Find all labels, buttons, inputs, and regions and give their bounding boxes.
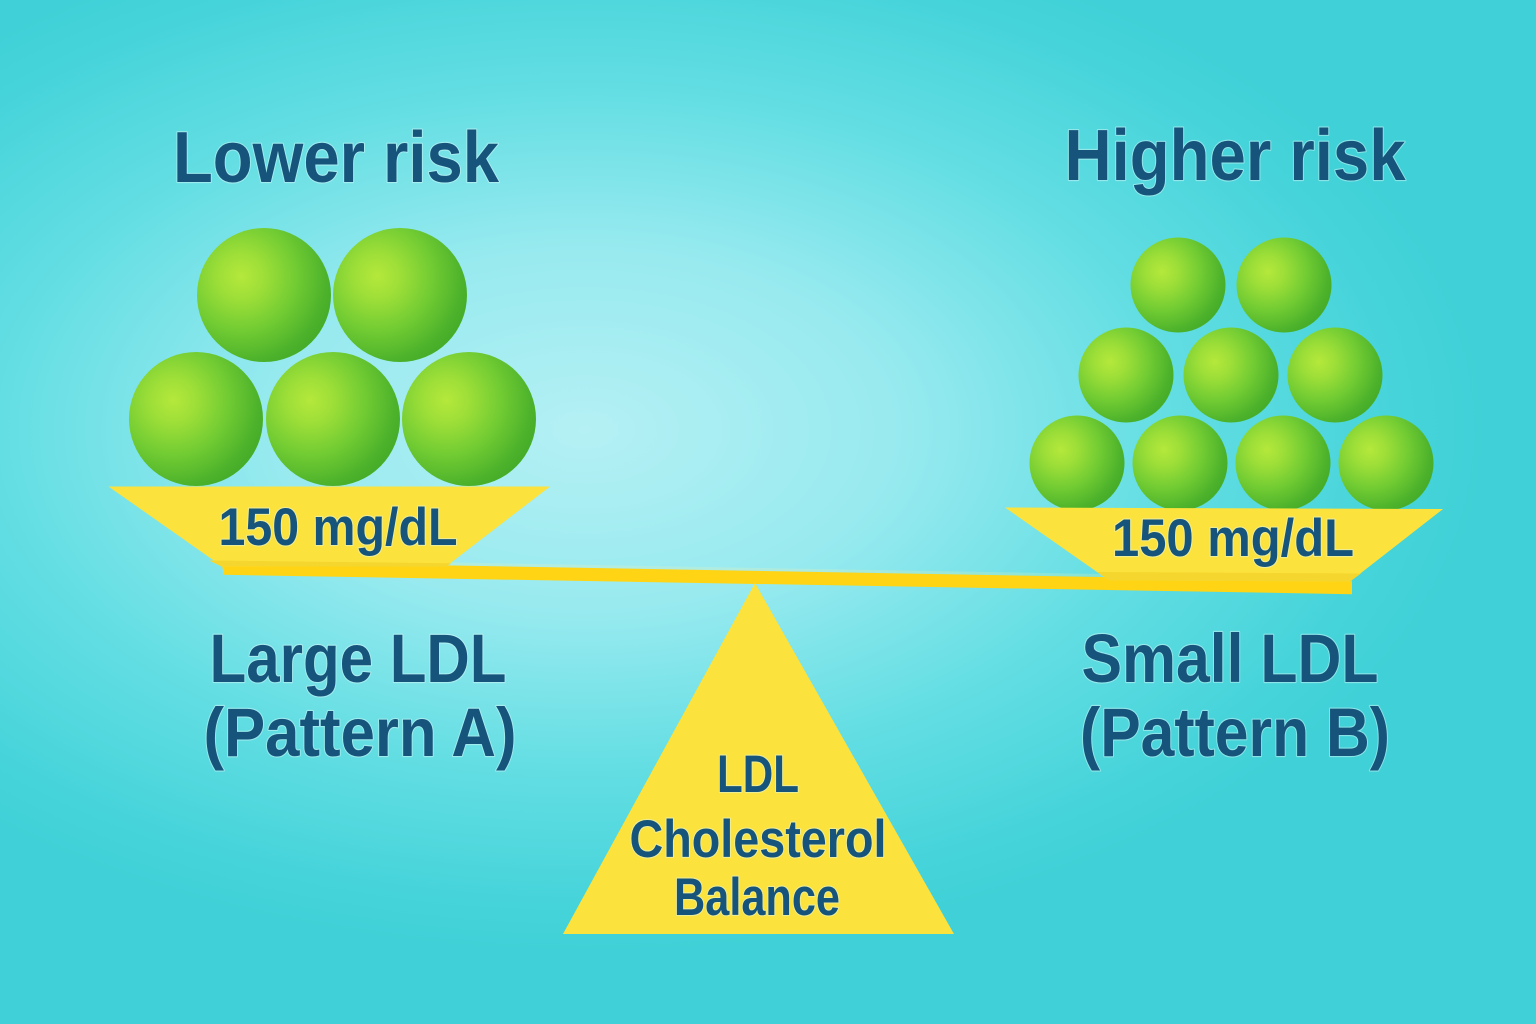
svg-text:150 mg/dL: 150 mg/dL xyxy=(1112,509,1354,568)
svg-text:(Pattern A): (Pattern A) xyxy=(204,694,517,771)
svg-text:Cholesterol: Cholesterol xyxy=(630,810,887,869)
svg-text:Higher risk: Higher risk xyxy=(1065,116,1407,196)
svg-text:Small LDL: Small LDL xyxy=(1082,620,1379,697)
svg-text:Large LDL: Large LDL xyxy=(210,620,507,697)
svg-text:LDL: LDL xyxy=(717,745,799,804)
svg-text:150 mg/dL: 150 mg/dL xyxy=(219,498,458,557)
svg-text:Lower risk: Lower risk xyxy=(173,118,500,198)
svg-text:(Pattern B): (Pattern B) xyxy=(1080,694,1390,771)
svg-text:Balance: Balance xyxy=(674,868,840,927)
